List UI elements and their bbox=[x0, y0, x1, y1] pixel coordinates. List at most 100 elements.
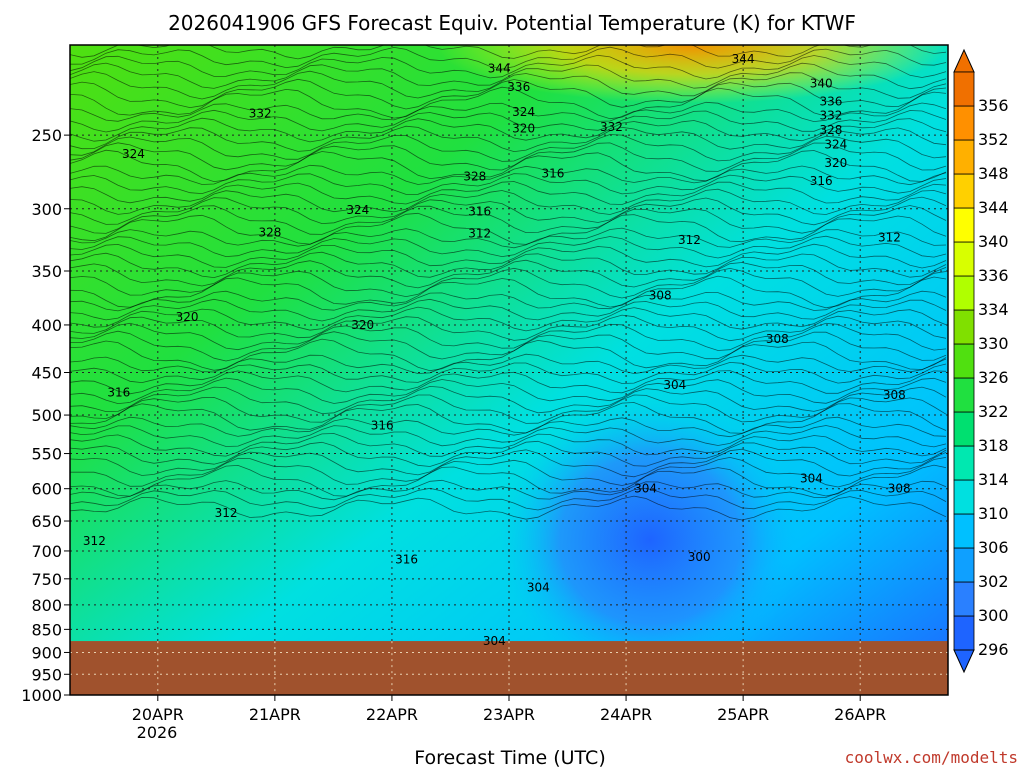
contour-label: 300 bbox=[688, 550, 711, 564]
contour-label: 312 bbox=[215, 506, 238, 520]
plot-area bbox=[70, 45, 948, 695]
x-tick-label: 25APR bbox=[717, 705, 769, 724]
contour-label: 316 bbox=[371, 418, 394, 432]
contour-label: 312 bbox=[468, 227, 491, 241]
colorbar-label: 352 bbox=[978, 130, 1009, 149]
contour-label: 304 bbox=[483, 634, 506, 648]
contour-line bbox=[70, 306, 947, 332]
contour-line bbox=[70, 86, 947, 120]
colorbar-label: 348 bbox=[978, 164, 1009, 183]
contour-line bbox=[70, 212, 947, 245]
contour-line bbox=[70, 134, 947, 162]
contour-label: 336 bbox=[507, 80, 530, 94]
contour-line bbox=[70, 109, 947, 133]
colorbar-swatch bbox=[953, 377, 975, 413]
colorbar-swatch bbox=[953, 207, 975, 243]
contour-label: 324 bbox=[346, 203, 369, 217]
contour-label: 328 bbox=[259, 225, 282, 239]
y-tick-label: 450 bbox=[31, 364, 62, 383]
y-tick-label: 650 bbox=[31, 512, 62, 531]
contour-line bbox=[70, 205, 947, 235]
contour-label: 304 bbox=[527, 580, 550, 594]
contour-line bbox=[70, 377, 947, 405]
contour-line bbox=[70, 45, 947, 60]
colorbar-swatch bbox=[953, 71, 975, 107]
contour-line bbox=[70, 243, 947, 269]
contour-label: 332 bbox=[249, 107, 272, 121]
y-tick-label: 550 bbox=[31, 445, 62, 464]
colorbar-label: 296 bbox=[978, 640, 1009, 659]
contour-line bbox=[70, 275, 947, 309]
colorbar-swatch bbox=[953, 241, 975, 277]
contour-label: 316 bbox=[541, 167, 564, 181]
contour-label: 320 bbox=[512, 122, 535, 136]
contour-line bbox=[70, 227, 947, 249]
contour-line bbox=[70, 164, 947, 186]
y-tick-label: 800 bbox=[31, 596, 62, 615]
contour-label: 332 bbox=[819, 108, 842, 122]
y-tick-label: 500 bbox=[31, 406, 62, 425]
colorbar-label: 318 bbox=[978, 436, 1009, 455]
x-axis-title: Forecast Time (UTC) bbox=[414, 747, 605, 768]
y-tick-label: 950 bbox=[31, 665, 62, 684]
contour-line bbox=[70, 62, 947, 90]
contour-line bbox=[70, 196, 947, 226]
x-axis-ticks: 20APR 21APR 22APR 23APR 24APR 25APR 26APR bbox=[132, 695, 886, 724]
colorbar-swatch bbox=[953, 139, 975, 175]
contour-line bbox=[70, 353, 947, 375]
contour-line bbox=[70, 290, 947, 312]
y-tick-label: 850 bbox=[31, 620, 62, 639]
contour-label: 308 bbox=[766, 332, 789, 346]
contour-line bbox=[70, 149, 947, 183]
gridlines bbox=[70, 45, 948, 642]
contour-line bbox=[70, 298, 947, 322]
contour-line bbox=[70, 259, 947, 289]
chart-title: 2026041906 GFS Forecast Equiv. Potential… bbox=[168, 11, 856, 35]
colorbar-swatch bbox=[953, 105, 975, 141]
y-tick-label: 900 bbox=[31, 643, 62, 662]
colorbar-swatch bbox=[953, 343, 975, 379]
terrain-gridlines bbox=[70, 641, 948, 695]
contour-line bbox=[70, 101, 947, 123]
cold-core-region bbox=[500, 400, 800, 680]
colorbar-swatch bbox=[953, 309, 975, 345]
colorbar-bottom-arrow bbox=[953, 649, 975, 674]
x-tick-label: 26APR bbox=[834, 705, 886, 724]
contour-line bbox=[70, 394, 947, 424]
contour-line bbox=[70, 495, 947, 521]
contour-line bbox=[70, 125, 947, 153]
contour-label: 308 bbox=[883, 388, 906, 402]
contour-label: 336 bbox=[819, 94, 842, 108]
contour-label: 304 bbox=[663, 378, 686, 392]
colorbar-label: 300 bbox=[978, 606, 1009, 625]
contour-label: 332 bbox=[600, 120, 623, 134]
colorbar-label: 330 bbox=[978, 334, 1009, 353]
contour-line bbox=[70, 251, 947, 279]
colorbar-swatch bbox=[953, 479, 975, 515]
x-tick-label: 20APR bbox=[132, 705, 184, 724]
contour-label: 344 bbox=[732, 52, 755, 66]
colorbar-swatch bbox=[953, 173, 975, 209]
contour-line bbox=[70, 425, 947, 448]
x-tick-year-label: 2026 bbox=[137, 723, 178, 742]
contour-label: 324 bbox=[512, 105, 535, 119]
contour-line bbox=[70, 314, 947, 342]
y-tick-label: 700 bbox=[31, 542, 62, 561]
contour-line bbox=[70, 46, 947, 70]
contour-label: 316 bbox=[810, 174, 833, 188]
contour-line bbox=[70, 402, 947, 434]
contour-line bbox=[70, 361, 947, 384]
contour-label: 312 bbox=[878, 230, 901, 244]
contour-line bbox=[70, 173, 947, 195]
contour-line bbox=[70, 464, 947, 497]
terrain-surface bbox=[70, 641, 948, 695]
colorbar-swatch bbox=[953, 547, 975, 583]
contour-line bbox=[70, 416, 947, 438]
colorbar-top-arrow bbox=[953, 48, 975, 73]
contour-line bbox=[70, 181, 947, 205]
contour-line bbox=[70, 330, 947, 362]
colorbar-label: 356 bbox=[978, 96, 1009, 115]
contour-line bbox=[70, 235, 947, 259]
colorbar-label: 322 bbox=[978, 402, 1009, 421]
